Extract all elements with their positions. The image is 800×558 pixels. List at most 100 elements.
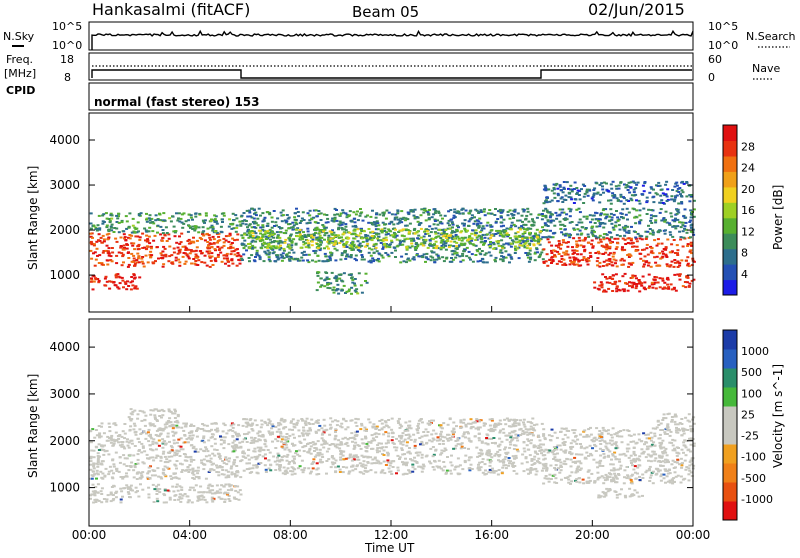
heat-cell xyxy=(441,256,444,258)
heat-cell xyxy=(139,410,142,412)
heat-cell xyxy=(134,263,137,265)
heat-cell xyxy=(187,471,190,473)
heat-cell xyxy=(476,237,479,239)
heat-cell xyxy=(655,265,658,267)
heat-cell xyxy=(219,435,222,437)
heat-cell xyxy=(569,257,572,259)
heat-cell xyxy=(162,229,165,231)
heat-cell xyxy=(205,215,208,217)
heat-cell xyxy=(631,275,634,277)
heat-cell xyxy=(602,227,605,229)
heat-cell xyxy=(560,198,563,200)
heat-cell xyxy=(149,478,152,480)
heat-cell xyxy=(514,252,517,254)
heat-cell xyxy=(349,454,352,456)
heat-cell xyxy=(179,501,182,503)
heat-cell xyxy=(355,213,358,215)
heat-cell xyxy=(583,257,586,259)
heat-cell xyxy=(108,247,111,249)
heat-cell xyxy=(230,465,233,467)
heat-cell xyxy=(195,448,198,450)
heat-cell xyxy=(246,216,249,218)
heat-cell xyxy=(475,232,478,234)
heat-cell xyxy=(199,250,202,252)
heat-cell xyxy=(494,442,497,444)
heat-cell xyxy=(301,236,304,238)
heat-cell xyxy=(236,471,239,473)
heat-cell xyxy=(369,216,372,218)
heat-cell xyxy=(170,411,173,413)
heat-cell xyxy=(210,252,213,254)
heat-cell xyxy=(574,182,577,184)
heat-cell xyxy=(651,287,654,289)
heat-cell xyxy=(227,443,230,445)
heat-cell xyxy=(663,282,666,284)
heat-cell xyxy=(433,469,436,471)
heat-cell xyxy=(685,222,688,224)
heat-cell xyxy=(180,471,183,473)
heat-cell xyxy=(227,241,230,243)
heat-cell xyxy=(220,226,223,228)
heat-cell xyxy=(161,240,164,242)
heat-cell xyxy=(517,212,520,214)
heat-cell xyxy=(408,260,411,262)
heat-cell xyxy=(105,468,108,470)
heat-cell xyxy=(448,434,451,436)
heat-cell xyxy=(223,440,226,442)
heat-cell xyxy=(292,434,295,436)
heat-cell xyxy=(612,197,615,199)
heat-cell xyxy=(188,469,191,471)
heat-cell xyxy=(610,213,613,215)
heat-cell xyxy=(323,425,326,427)
heat-cell xyxy=(571,246,574,248)
heat-cell xyxy=(498,469,501,471)
heat-cell xyxy=(251,423,254,425)
heat-cell xyxy=(171,446,174,448)
heat-cell xyxy=(612,227,615,229)
heat-cell xyxy=(98,443,101,445)
heat-cell xyxy=(133,410,136,412)
heat-cell xyxy=(522,211,525,213)
heat-cell xyxy=(192,474,195,476)
heat-cell xyxy=(223,241,226,243)
heat-cell xyxy=(109,221,112,223)
heat-cell xyxy=(690,194,693,196)
heat-cell xyxy=(317,422,320,424)
heat-cell xyxy=(101,487,104,489)
heat-cell xyxy=(630,181,633,183)
heat-cell xyxy=(608,231,611,233)
heat-cell xyxy=(178,261,181,263)
heat-cell xyxy=(94,265,97,267)
heat-cell xyxy=(90,281,93,283)
heat-cell xyxy=(570,198,573,200)
heat-cell xyxy=(99,471,102,473)
heat-cell xyxy=(556,263,559,265)
heat-cell xyxy=(550,257,553,259)
heat-cell xyxy=(107,440,110,442)
heat-cell xyxy=(323,285,326,287)
heat-cell xyxy=(126,280,129,282)
heat-cell xyxy=(185,220,188,222)
heat-cell xyxy=(181,227,184,229)
heat-cell xyxy=(175,257,178,259)
heat-cell xyxy=(115,262,118,264)
heat-cell xyxy=(194,260,197,262)
heat-cell xyxy=(516,220,519,222)
heat-cell xyxy=(650,247,653,249)
heat-cell xyxy=(290,227,293,229)
heat-cell xyxy=(509,209,512,211)
heat-cell xyxy=(413,215,416,217)
heat-cell xyxy=(93,473,96,475)
heat-cell xyxy=(209,227,212,229)
heat-cell xyxy=(98,456,101,458)
heat-cell xyxy=(526,208,529,210)
heat-cell xyxy=(659,195,662,197)
heat-cell xyxy=(103,238,106,240)
heat-cell xyxy=(593,187,596,189)
heat-cell xyxy=(113,466,116,468)
heat-cell xyxy=(372,237,375,239)
heat-cell xyxy=(677,266,680,268)
heat-cell xyxy=(436,440,439,442)
